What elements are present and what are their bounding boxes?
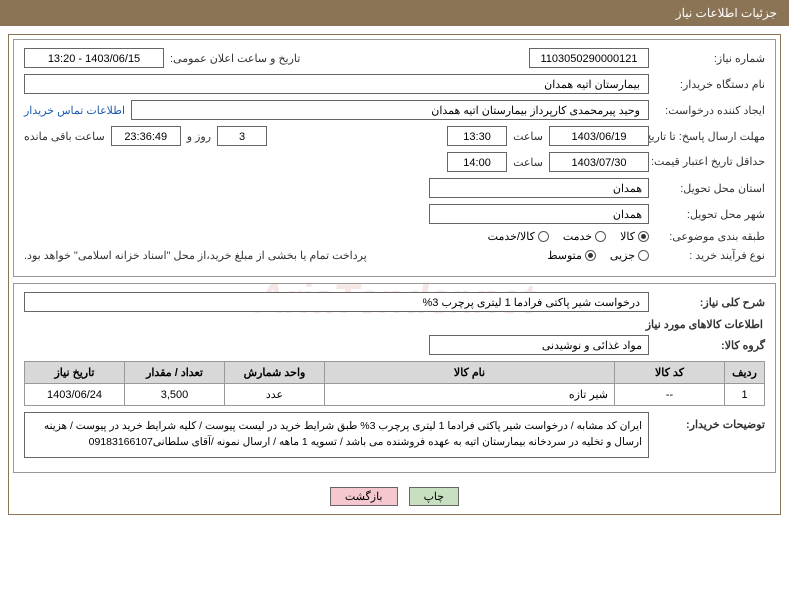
th-code: کد کالا	[615, 362, 725, 384]
city-value: همدان	[429, 204, 649, 224]
announce-value: 1403/06/15 - 13:20	[24, 48, 164, 68]
th-name: نام کالا	[325, 362, 615, 384]
radio-icon	[585, 250, 596, 261]
back-button[interactable]: بازگشت	[330, 487, 398, 506]
process-label: نوع فرآیند خرید :	[655, 249, 765, 262]
th-unit: واحد شمارش	[225, 362, 325, 384]
validity-time: 14:00	[447, 152, 507, 172]
need-no-label: شماره نیاز:	[655, 52, 765, 65]
button-row: چاپ بازگشت	[13, 479, 776, 510]
th-qty: تعداد / مقدار	[125, 362, 225, 384]
buyer-notes-label: توضیحات خریدار:	[655, 412, 765, 431]
header-title: جزئیات اطلاعات نیاز	[676, 6, 777, 20]
deadline-time: 13:30	[447, 126, 507, 146]
cat-both-radio[interactable]: کالا/خدمت	[488, 230, 549, 243]
announce-label: تاریخ و ساعت اعلان عمومی:	[170, 52, 300, 65]
cell-code: --	[615, 384, 725, 406]
proc-medium-radio[interactable]: متوسط	[547, 249, 596, 262]
th-date: تاریخ نیاز	[25, 362, 125, 384]
hour-label-1: ساعت	[513, 130, 543, 143]
page-header: جزئیات اطلاعات نیاز	[0, 0, 789, 26]
cat-service-label: خدمت	[563, 230, 592, 243]
days-left: 3	[217, 126, 267, 146]
category-label: طبقه بندی موضوعی:	[655, 230, 765, 243]
radio-icon	[538, 231, 549, 242]
buyer-org-label: نام دستگاه خریدار:	[655, 78, 765, 91]
goods-panel: شرح کلی نیاز: درخواست شیر پاکتی فرادما 1…	[13, 283, 776, 473]
goods-table: ردیف کد کالا نام کالا واحد شمارش تعداد /…	[24, 361, 765, 406]
cell-unit: عدد	[225, 384, 325, 406]
deadline-date: 1403/06/19	[549, 126, 649, 146]
proc-partial-radio[interactable]: جزیی	[610, 249, 649, 262]
time-left-suffix: ساعت باقی مانده	[24, 130, 105, 143]
main-frame: AriaTender.net شماره نیاز: 1103050290000…	[8, 34, 781, 515]
details-panel: شماره نیاز: 1103050290000121 تاریخ و ساع…	[13, 39, 776, 277]
goods-group-value: مواد غذائی و نوشیدنی	[429, 335, 649, 355]
th-row: ردیف	[725, 362, 765, 384]
creator-label: ایجاد کننده درخواست:	[655, 104, 765, 117]
print-button[interactable]: چاپ	[409, 487, 460, 506]
validity-label: حداقل تاریخ اعتبار قیمت: تا تاریخ:	[655, 155, 765, 169]
summary-value: درخواست شیر پاکتی فرادما 1 لیتری پرچرب 3…	[24, 292, 649, 312]
cat-both-label: کالا/خدمت	[488, 230, 535, 243]
goods-info-title: اطلاعات کالاهای مورد نیاز	[26, 318, 763, 331]
validity-date: 1403/07/30	[549, 152, 649, 172]
city-label: شهر محل تحویل:	[655, 208, 765, 221]
cell-name: شیر تازه	[325, 384, 615, 406]
summary-label: شرح کلی نیاز:	[655, 296, 765, 309]
radio-icon	[638, 250, 649, 261]
cat-goods-label: کالا	[620, 230, 635, 243]
proc-medium-label: متوسط	[547, 249, 582, 262]
deadline-label: مهلت ارسال پاسخ: تا تاریخ:	[655, 130, 765, 143]
province-value: همدان	[429, 178, 649, 198]
radio-icon	[638, 231, 649, 242]
hour-label-2: ساعت	[513, 156, 543, 169]
cell-date: 1403/06/24	[25, 384, 125, 406]
buyer-org-value: بیمارستان اتیه همدان	[24, 74, 649, 94]
cell-qty: 3,500	[125, 384, 225, 406]
province-label: استان محل تحویل:	[655, 182, 765, 195]
proc-partial-label: جزیی	[610, 249, 635, 262]
radio-icon	[595, 231, 606, 242]
need-no-value: 1103050290000121	[529, 48, 649, 68]
table-row: 1 -- شیر تازه عدد 3,500 1403/06/24	[25, 384, 765, 406]
payment-note: پرداخت تمام یا بخشی از مبلغ خرید،از محل …	[24, 249, 367, 262]
goods-group-label: گروه کالا:	[655, 339, 765, 352]
process-radios: جزیی متوسط	[547, 249, 649, 262]
days-and: روز و	[187, 130, 211, 143]
cat-goods-radio[interactable]: کالا	[620, 230, 649, 243]
cat-service-radio[interactable]: خدمت	[563, 230, 606, 243]
contact-link[interactable]: اطلاعات تماس خریدار	[24, 104, 125, 117]
buyer-notes-value: ایران کد مشابه / درخواست شیر پاکتی فرادم…	[24, 412, 649, 458]
cell-row: 1	[725, 384, 765, 406]
category-radios: کالا خدمت کالا/خدمت	[488, 230, 649, 243]
time-left: 23:36:49	[111, 126, 181, 146]
creator-value: وحید پیرمحمدی کارپرداز بیمارستان اتیه هم…	[131, 100, 649, 120]
